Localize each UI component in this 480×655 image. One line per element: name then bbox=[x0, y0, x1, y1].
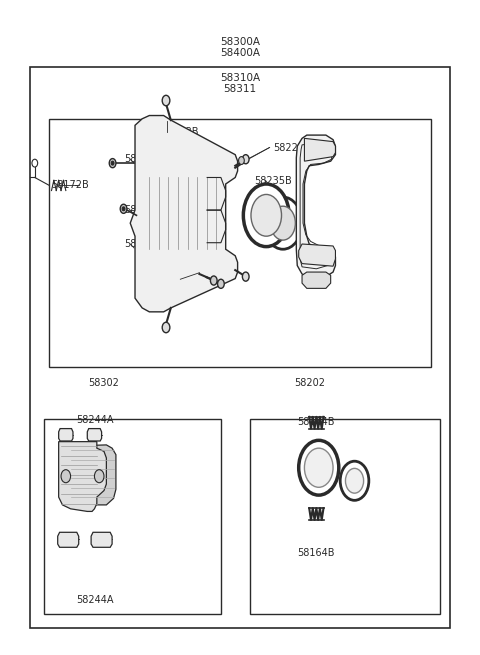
Polygon shape bbox=[91, 533, 112, 548]
Text: 58244A: 58244A bbox=[76, 595, 113, 605]
Polygon shape bbox=[302, 272, 331, 288]
Circle shape bbox=[243, 184, 289, 247]
Polygon shape bbox=[58, 533, 79, 548]
Text: 58310A: 58310A bbox=[220, 73, 260, 83]
Bar bbox=[30, 67, 450, 627]
Bar bbox=[44, 419, 221, 614]
Text: 58202: 58202 bbox=[294, 378, 324, 388]
Text: 58164B: 58164B bbox=[298, 548, 335, 557]
Polygon shape bbox=[87, 428, 102, 441]
Text: 58172B: 58172B bbox=[51, 180, 89, 191]
Text: 58125F: 58125F bbox=[124, 154, 161, 164]
Bar bbox=[49, 119, 431, 367]
Circle shape bbox=[120, 204, 127, 214]
Circle shape bbox=[61, 470, 71, 483]
Polygon shape bbox=[299, 244, 336, 266]
Text: 58235B: 58235B bbox=[254, 176, 292, 186]
Circle shape bbox=[340, 461, 369, 500]
Circle shape bbox=[264, 197, 302, 250]
Circle shape bbox=[111, 161, 114, 165]
Circle shape bbox=[217, 279, 224, 288]
Circle shape bbox=[242, 272, 249, 281]
Circle shape bbox=[299, 440, 339, 495]
Polygon shape bbox=[296, 135, 336, 276]
Polygon shape bbox=[67, 445, 116, 505]
Text: 58125: 58125 bbox=[124, 205, 156, 215]
Polygon shape bbox=[130, 115, 238, 312]
Circle shape bbox=[210, 276, 217, 285]
Bar bbox=[250, 419, 441, 614]
Circle shape bbox=[271, 206, 295, 240]
Text: 58164B: 58164B bbox=[298, 417, 335, 427]
Circle shape bbox=[32, 159, 37, 167]
Text: 58300A: 58300A bbox=[220, 37, 260, 47]
Circle shape bbox=[162, 96, 170, 105]
Circle shape bbox=[346, 468, 364, 493]
Circle shape bbox=[122, 207, 125, 211]
Circle shape bbox=[239, 157, 244, 164]
Circle shape bbox=[242, 155, 249, 164]
Circle shape bbox=[109, 159, 116, 168]
Text: 58163B: 58163B bbox=[124, 239, 162, 249]
Circle shape bbox=[304, 448, 333, 487]
Circle shape bbox=[95, 470, 104, 483]
Text: 58244A: 58244A bbox=[76, 415, 113, 425]
Circle shape bbox=[162, 322, 170, 333]
Text: 58221: 58221 bbox=[274, 143, 304, 153]
Polygon shape bbox=[59, 428, 73, 441]
Circle shape bbox=[251, 195, 281, 236]
Polygon shape bbox=[59, 441, 107, 512]
Polygon shape bbox=[304, 138, 336, 161]
Text: 58311: 58311 bbox=[223, 84, 257, 94]
Text: 58400A: 58400A bbox=[220, 48, 260, 58]
Text: 58222: 58222 bbox=[171, 278, 202, 288]
Text: 58302: 58302 bbox=[88, 378, 120, 388]
Text: 58163B: 58163B bbox=[161, 127, 199, 137]
